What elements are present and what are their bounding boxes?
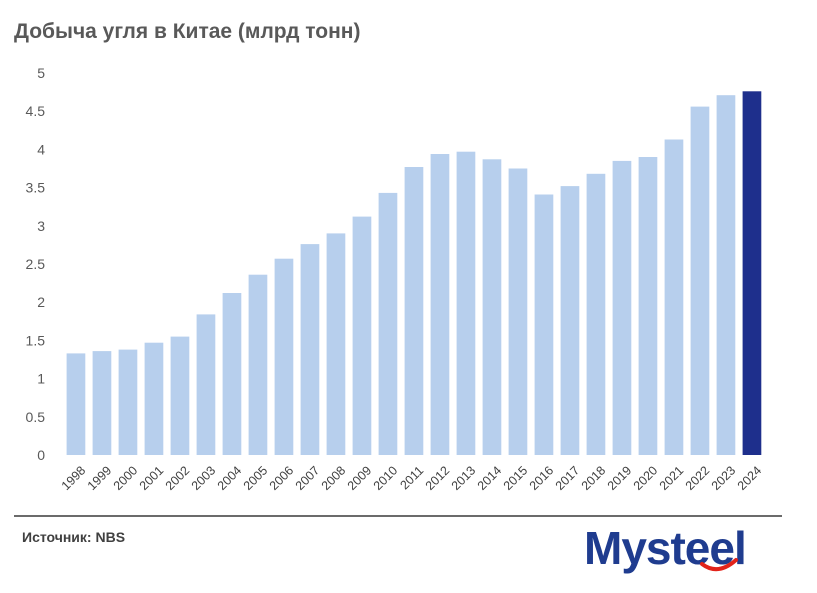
bar-2003 <box>197 314 216 455</box>
x-tick-label: 2021 <box>657 463 687 493</box>
y-tick-label: 3 <box>37 218 45 234</box>
y-tick-label: 1.5 <box>26 332 46 348</box>
y-tick-label: 0 <box>37 447 45 463</box>
bar-2018 <box>587 174 606 455</box>
x-tick-label: 2009 <box>345 463 375 493</box>
logo-wordmark: Mysteel <box>584 522 746 574</box>
bar-2009 <box>353 217 372 455</box>
x-tick-label: 2019 <box>605 463 635 493</box>
x-tick-label: 2011 <box>397 463 426 492</box>
y-tick-label: 2.5 <box>26 256 46 272</box>
bar-2014 <box>483 159 502 455</box>
x-tick-label: 2003 <box>189 463 219 493</box>
y-tick-label: 1 <box>37 371 45 387</box>
x-tick-label: 2022 <box>683 463 713 493</box>
bar-2019 <box>613 161 632 455</box>
x-tick-label: 2000 <box>111 463 141 493</box>
bar-2022 <box>691 107 710 455</box>
x-tick-label: 2014 <box>475 463 505 493</box>
bar-2006 <box>275 259 294 455</box>
bar-2001 <box>145 343 164 455</box>
bar-2002 <box>171 337 190 455</box>
bar-2010 <box>379 193 398 455</box>
bar-2017 <box>561 186 580 455</box>
x-tick-label: 2015 <box>501 463 531 493</box>
x-tick-label: 2001 <box>137 463 167 493</box>
bar-2004 <box>223 293 242 455</box>
x-tick-label: 2008 <box>319 463 349 493</box>
x-tick-label: 2024 <box>735 463 765 493</box>
x-tick-label: 2020 <box>631 463 661 493</box>
bar-2011 <box>405 167 424 455</box>
bar-chart: 00.511.522.533.544.55 199819992000200120… <box>0 0 817 510</box>
source-note: Источник: NBS <box>22 529 125 545</box>
y-axis: 0 0.5 1 1.5 2 2.5 3 3.5 4 4.5 5 <box>26 65 46 463</box>
footer-divider <box>14 515 782 517</box>
bar-2013 <box>457 152 476 455</box>
mysteel-logo: Mysteel <box>580 520 770 580</box>
x-tick-label: 2023 <box>709 463 739 493</box>
bar-2005 <box>249 275 268 455</box>
bar-2023 <box>717 95 736 455</box>
x-tick-label: 2013 <box>449 463 479 493</box>
x-tick-label: 2004 <box>215 463 245 493</box>
y-tick-label: 0.5 <box>26 409 46 425</box>
x-tick-label: 2005 <box>241 463 271 493</box>
x-tick-label: 2006 <box>267 463 297 493</box>
x-tick-label: 1999 <box>85 463 115 493</box>
bar-2020 <box>639 157 658 455</box>
y-tick-label: 4.5 <box>26 103 46 119</box>
bar-1999 <box>93 351 112 455</box>
x-tick-label: 2010 <box>371 463 401 493</box>
x-tick-label: 2007 <box>293 463 323 493</box>
bars <box>67 91 762 455</box>
bar-2008 <box>327 233 346 455</box>
bar-1998 <box>67 353 86 455</box>
x-tick-label: 1998 <box>59 463 89 493</box>
bar-2021 <box>665 140 684 456</box>
x-tick-label: 2016 <box>527 463 557 493</box>
y-tick-label: 2 <box>37 294 45 310</box>
x-tick-label: 2002 <box>163 463 193 493</box>
x-axis: 1998199920002001200220032004200520062007… <box>59 463 765 493</box>
y-tick-label: 4 <box>37 141 45 157</box>
y-tick-label: 5 <box>37 65 45 81</box>
x-tick-label: 2018 <box>579 463 609 493</box>
x-tick-label: 2012 <box>423 463 453 493</box>
bar-2000 <box>119 350 138 455</box>
bar-2024 <box>743 91 762 455</box>
bar-2016 <box>535 195 554 456</box>
x-tick-label: 2017 <box>553 463 583 493</box>
bar-2015 <box>509 169 528 456</box>
bar-2007 <box>301 244 320 455</box>
y-tick-label: 3.5 <box>26 180 46 196</box>
bar-2012 <box>431 154 450 455</box>
